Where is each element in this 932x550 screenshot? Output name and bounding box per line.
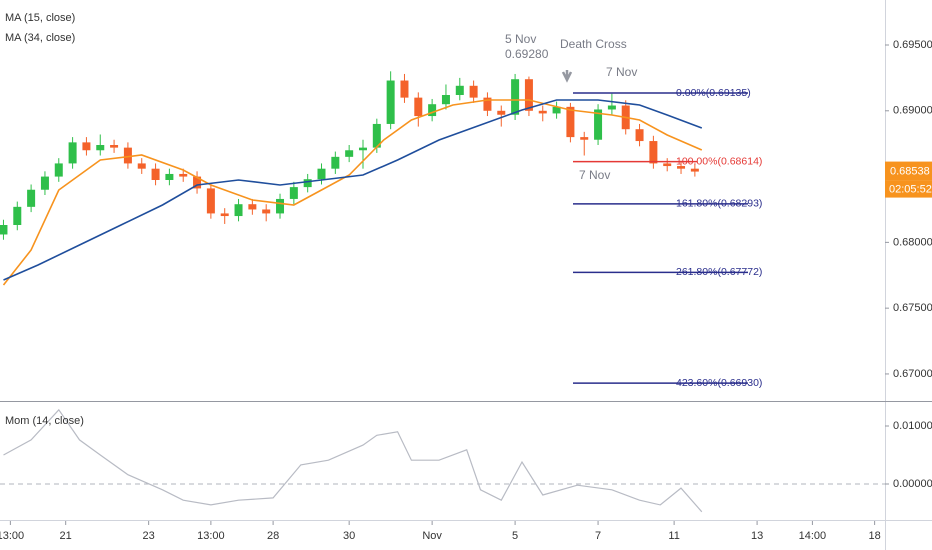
candle-body xyxy=(649,141,658,164)
candle-body xyxy=(179,173,188,177)
candle-body xyxy=(331,156,340,169)
last-price: 0.68538 xyxy=(890,165,930,177)
candle-body xyxy=(137,163,146,169)
fib-label: 0.00%(0.69135) xyxy=(676,87,751,99)
candle-body xyxy=(677,166,686,169)
candle-body xyxy=(635,129,644,142)
fib-label: 423.60%(0.66930) xyxy=(676,377,762,389)
x-tick-label: 7 xyxy=(595,530,601,542)
candle-body xyxy=(552,106,561,114)
candle-body xyxy=(262,209,271,214)
y-tick-label: 0.69500 xyxy=(893,39,932,51)
annotation: 5 Nov xyxy=(505,32,536,46)
x-tick-label: 5 xyxy=(512,530,518,542)
fib-label: 100.00%(0.68614) xyxy=(676,155,762,167)
candle-body xyxy=(234,204,243,217)
candle-body xyxy=(110,145,119,148)
countdown-tag xyxy=(885,180,932,198)
y-tick-label: 0.69000 xyxy=(893,105,932,117)
candle-body xyxy=(663,163,672,167)
momentum-line xyxy=(3,408,703,513)
candle-body xyxy=(594,109,603,140)
x-tick-label: 28 xyxy=(267,530,279,542)
y-tick-label: 0.67500 xyxy=(893,302,932,314)
x-tick-label: 21 xyxy=(60,530,72,542)
candle-body xyxy=(0,225,8,235)
candle-body xyxy=(345,150,354,157)
candle-body xyxy=(469,85,478,98)
candle-body xyxy=(511,79,520,115)
candle-body xyxy=(317,168,326,180)
x-tick-label: 13:00 xyxy=(0,530,24,542)
x-tick-label: 18 xyxy=(869,530,881,542)
fib-label: 261.80%(0.67772) xyxy=(676,266,762,278)
plot-layer: 0.00%(0.69135) 100.00%(0.68614) 161.80%(0.… xyxy=(0,71,885,513)
candle-body xyxy=(248,204,257,210)
y-tick-label: 0.67000 xyxy=(893,368,932,380)
indicator-label: MA (34, close) xyxy=(5,32,75,44)
x-tick-label: 13:00 xyxy=(197,530,225,542)
annotation: 7 Nov xyxy=(606,65,637,79)
candle-body xyxy=(372,123,381,148)
candle-body xyxy=(414,97,423,117)
y-tick-label: 0.68000 xyxy=(893,236,932,248)
y-tick-label: 0.00000 xyxy=(893,478,932,490)
candle-body xyxy=(441,95,450,105)
candle-body xyxy=(276,198,285,214)
x-tick-label: 23 xyxy=(143,530,155,542)
candle-body xyxy=(96,145,105,151)
annotation: 0.69280 xyxy=(505,47,549,61)
candle-body xyxy=(483,97,492,111)
x-tick-label: 11 xyxy=(668,530,679,542)
candle-body xyxy=(220,213,229,217)
indicator-label: MA (15, close) xyxy=(5,12,75,24)
candle-body xyxy=(566,106,575,138)
candle-body xyxy=(13,206,22,225)
price-tag xyxy=(885,161,932,181)
countdown: 02:05:52 xyxy=(889,183,932,195)
candle-body xyxy=(54,163,63,177)
candle-body xyxy=(607,105,616,110)
candle-body xyxy=(151,168,160,180)
candle-body xyxy=(123,147,132,164)
x-tick-label: 13 xyxy=(751,530,763,542)
candle-body xyxy=(400,80,409,98)
candle-body xyxy=(358,147,367,151)
x-tick-label: 14:00 xyxy=(799,530,827,542)
candle-body xyxy=(690,168,699,172)
candle-body xyxy=(386,80,395,124)
fib-label: 161.80%(0.68293) xyxy=(676,198,762,210)
moving-average xyxy=(2,99,703,286)
moving-average xyxy=(3,99,703,281)
candle-body xyxy=(206,188,215,214)
candle-body xyxy=(580,137,589,140)
candle-body xyxy=(289,187,298,199)
candle-body xyxy=(524,79,533,111)
candle-body xyxy=(165,173,174,180)
y-tick-label: 0.01000 xyxy=(893,420,932,432)
arrow-icon xyxy=(561,70,573,83)
candle-body xyxy=(40,176,49,190)
candle-body xyxy=(538,110,547,114)
annotation: 7 Nov xyxy=(579,168,610,182)
x-tick-label: 30 xyxy=(343,530,355,542)
candle-body xyxy=(497,110,506,115)
candle-body xyxy=(428,104,437,117)
x-tick-label: Nov xyxy=(422,530,442,542)
candle-body xyxy=(455,85,464,95)
candle-body xyxy=(82,142,91,151)
candle-body xyxy=(68,142,77,164)
candle-body xyxy=(193,176,202,189)
candle-body xyxy=(27,189,36,207)
indicator-label: Mom (14, close) xyxy=(5,415,84,427)
candle-body xyxy=(303,179,312,188)
annotation: Death Cross xyxy=(560,37,627,51)
